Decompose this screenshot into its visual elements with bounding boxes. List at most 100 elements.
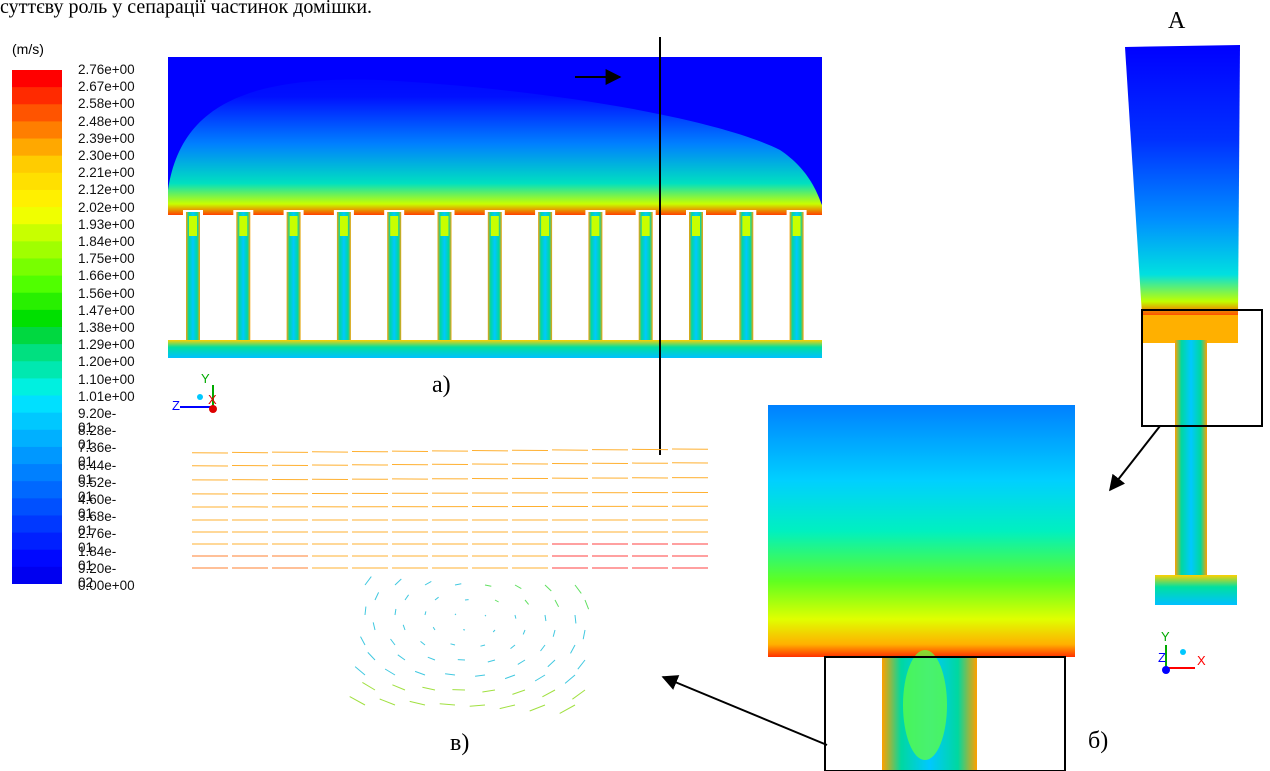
zoom-detail	[768, 405, 1075, 771]
velocity-vector	[390, 638, 396, 646]
legend-tick-label: 9.20e-01	[78, 406, 117, 435]
legend-tick-label: 2.02e+00	[78, 199, 135, 215]
velocity-vector	[510, 644, 516, 649]
legend-unit: (m/s)	[12, 41, 44, 57]
panel-b-contour	[1125, 45, 1263, 605]
velocity-vector	[362, 681, 376, 691]
legend-swatch	[12, 224, 62, 242]
panel-label-a: а)	[432, 372, 451, 398]
legend-tick-label: 8.28e-01	[78, 423, 117, 453]
filter-column	[186, 212, 200, 344]
filter-column	[538, 212, 553, 344]
section-a-upper	[1125, 45, 1240, 315]
svg-text:Y: Y	[1161, 629, 1170, 644]
legend-tick-label: 2.58e+00	[78, 96, 135, 112]
velocity-vector	[475, 674, 486, 677]
axis-triad-b: Y Z X	[1158, 629, 1206, 674]
legend-swatch	[12, 138, 62, 157]
velocity-vector	[554, 599, 560, 608]
velocity-vector	[349, 696, 366, 706]
legend-tick-label: 3.68e-01	[78, 509, 117, 539]
velocity-vector	[552, 629, 556, 637]
velocity-vector	[559, 704, 576, 714]
legend-tick-label: 1.66e+00	[78, 268, 135, 284]
velocity-vector	[504, 674, 516, 680]
velocity-vector	[514, 584, 522, 590]
panel-a-contour	[168, 57, 822, 358]
velocity-vector	[360, 636, 366, 646]
filter-column	[739, 212, 754, 344]
legend-swatch	[12, 344, 62, 362]
velocity-vector	[424, 611, 427, 616]
velocity-vector	[564, 674, 576, 684]
velocity-vector	[454, 613, 457, 616]
velocity-vector	[544, 584, 552, 592]
channel-bottom-region	[168, 340, 822, 358]
legend-tick-label: 1.84e-01	[78, 543, 117, 573]
legend-tick-label: 2.48e+00	[78, 113, 135, 129]
legend-swatch	[12, 309, 62, 328]
legend-swatch	[12, 275, 62, 294]
velocity-vector	[484, 584, 492, 587]
legend-swatch	[12, 258, 62, 277]
channel-low-velocity-zone	[168, 57, 822, 205]
velocity-vector	[367, 652, 376, 661]
velocity-vector	[432, 626, 436, 631]
legend-tick-label: 2.21e+00	[78, 165, 135, 181]
svg-text:Y: Y	[201, 371, 210, 386]
velocity-vector	[364, 606, 367, 616]
filter-columns	[183, 210, 807, 345]
legend-swatch	[12, 207, 62, 225]
legend-swatch	[12, 189, 62, 208]
velocity-vector	[582, 629, 586, 640]
caption-text: суттєву роль у сепарації частинок домішк…	[0, 0, 373, 18]
legend-tick-label: 1.93e+00	[78, 216, 135, 232]
velocity-vector	[584, 599, 590, 610]
legend-swatch	[12, 241, 62, 260]
axis-triad-a: Y Z X	[172, 371, 217, 413]
legend-swatch	[12, 121, 62, 140]
velocity-vector	[469, 704, 486, 707]
legend-tick-label: 1.29e+00	[78, 337, 135, 353]
filter-column	[437, 212, 452, 344]
velocity-vector	[482, 689, 496, 693]
legend-tick-label: 2.30e+00	[78, 148, 135, 163]
legend-tick-label: 1.10e+00	[78, 371, 135, 387]
legend-swatch	[12, 446, 62, 465]
legend-tick-label: 0.00e+00	[78, 578, 135, 593]
velocity-vector	[524, 599, 529, 605]
velocity-vector	[384, 668, 396, 676]
legend-tick-label: 1.75e+00	[78, 251, 135, 267]
section-a-column	[1175, 340, 1207, 580]
legend-tick-label: 5.52e-01	[78, 474, 117, 504]
filter-column	[789, 212, 804, 344]
velocity-vector	[427, 656, 436, 661]
svg-text:Z: Z	[172, 398, 180, 413]
legend-swatch	[12, 464, 62, 482]
legend-swatch	[12, 378, 62, 397]
filter-column	[487, 212, 502, 344]
velocity-vector	[392, 684, 406, 691]
filter-column	[336, 212, 351, 344]
legend-tick-label: 1.01e+00	[78, 388, 135, 404]
filter-column	[588, 212, 603, 344]
legend-tick-label: 1.38e+00	[78, 320, 135, 335]
velocity-vector	[499, 704, 516, 710]
velocity-vector	[542, 689, 556, 698]
velocity-vector	[544, 614, 547, 622]
legend-tick-label: 7.36e-01	[78, 440, 117, 470]
velocity-vector	[570, 644, 576, 654]
legend-swatch	[12, 361, 62, 379]
velocity-vector	[494, 599, 499, 603]
filter-column	[236, 212, 251, 344]
legend-tick-label: 2.12e+00	[78, 182, 135, 198]
legend-swatch	[12, 429, 62, 448]
filter-column	[387, 212, 402, 344]
velocity-vector	[484, 614, 487, 617]
svg-text:X: X	[1197, 653, 1206, 668]
legend-tick-label: 2.67e+00	[78, 79, 135, 95]
panel-label-b: б)	[1088, 728, 1109, 754]
legend-tick-label: 1.84e+00	[78, 234, 135, 249]
velocity-vector	[534, 674, 546, 682]
